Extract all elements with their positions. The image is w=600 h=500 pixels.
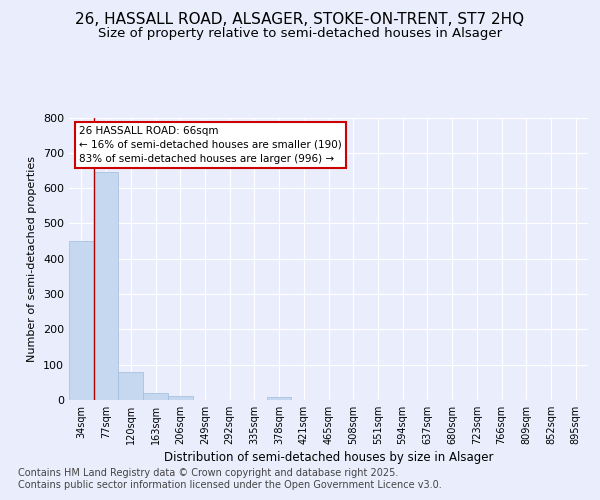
Bar [94, 172, 118, 400]
Bar [118, 372, 143, 400]
Bar [69, 241, 94, 400]
Text: Size of property relative to semi-detached houses in Alsager: Size of property relative to semi-detach… [98, 28, 502, 40]
X-axis label: Distribution of semi-detached houses by size in Alsager: Distribution of semi-detached houses by … [164, 451, 493, 464]
Y-axis label: Number of semi-detached properties: Number of semi-detached properties [28, 156, 37, 362]
Bar [143, 393, 168, 400]
Bar [267, 397, 292, 400]
Text: 26, HASSALL ROAD, ALSAGER, STOKE-ON-TRENT, ST7 2HQ: 26, HASSALL ROAD, ALSAGER, STOKE-ON-TREN… [76, 12, 524, 28]
Text: 26 HASSALL ROAD: 66sqm
← 16% of semi-detached houses are smaller (190)
83% of se: 26 HASSALL ROAD: 66sqm ← 16% of semi-det… [79, 126, 342, 164]
Text: Contains HM Land Registry data © Crown copyright and database right 2025.
Contai: Contains HM Land Registry data © Crown c… [18, 468, 442, 490]
Bar [168, 396, 193, 400]
